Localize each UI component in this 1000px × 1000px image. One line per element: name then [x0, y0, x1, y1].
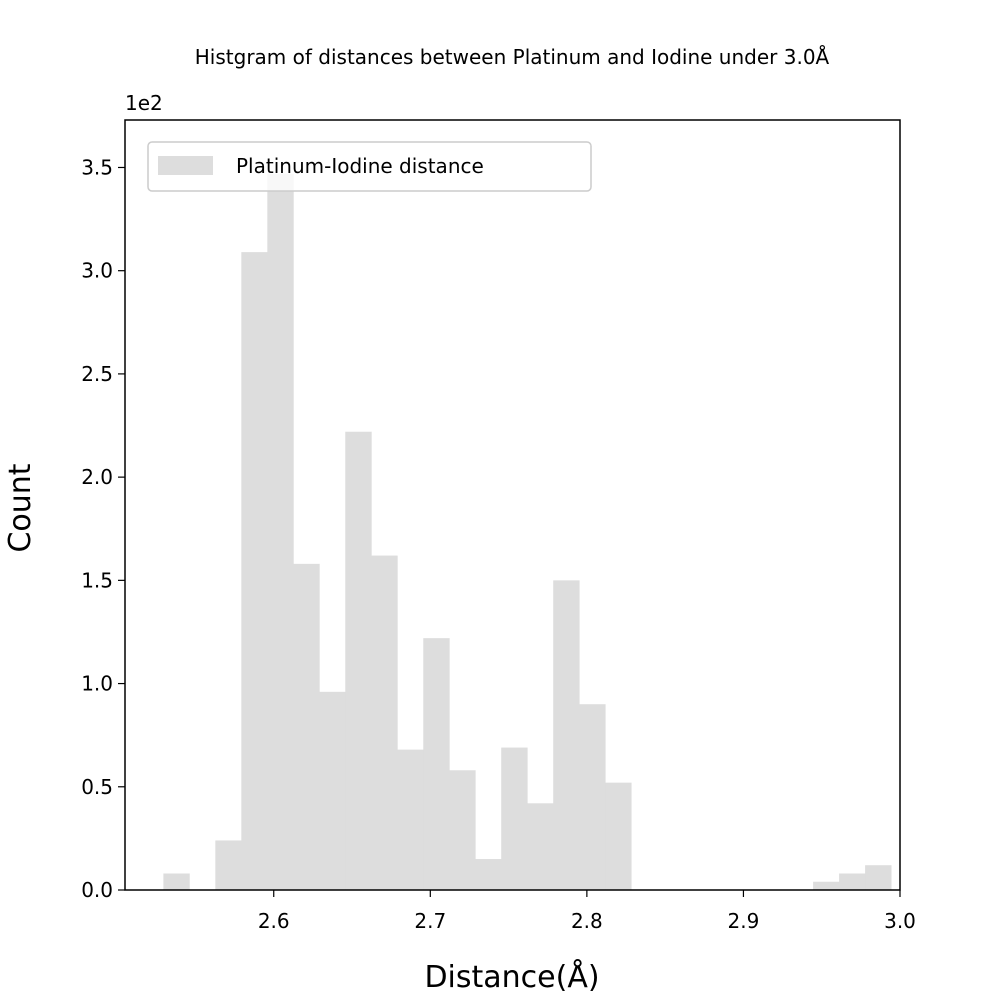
histogram-bar	[813, 881, 840, 890]
histogram-bar	[605, 782, 632, 890]
legend-swatch	[158, 156, 213, 175]
histogram-bar	[449, 770, 476, 890]
y-tick-label: 3.5	[81, 155, 113, 179]
histogram-bar	[319, 691, 346, 890]
histogram-bar	[865, 865, 892, 890]
y-tick-label: 1.5	[81, 568, 113, 592]
histogram-bar	[345, 431, 372, 890]
chart-title: Histgram of distances between Platinum a…	[195, 45, 830, 69]
y-axis-label: Count	[3, 463, 38, 552]
histogram-bar	[579, 704, 606, 890]
x-tick-label: 2.7	[414, 909, 446, 933]
histogram-bar	[839, 873, 866, 890]
histogram-bar	[241, 252, 268, 890]
histogram-bar	[397, 749, 424, 890]
legend-box	[147, 141, 592, 192]
x-axis-label: Distance(Å)	[424, 959, 599, 995]
y-tick-label: 1.0	[81, 672, 113, 696]
histogram-bar	[293, 563, 320, 890]
y-offset-label: 1e2	[125, 91, 163, 115]
x-tick-label: 2.9	[728, 909, 760, 933]
x-axis-ticks: 2.6 2.7 2.8 2.9 3.0	[258, 890, 916, 933]
y-tick-label: 0.0	[81, 878, 113, 902]
histogram-bar	[163, 873, 190, 890]
y-tick-label: 3.0	[81, 259, 113, 283]
histogram-bar	[371, 555, 398, 890]
y-axis-ticks: 0.0 0.5 1.0 1.5 2.0 2.5 3.0 3.5	[81, 155, 125, 902]
histogram-bar	[527, 803, 554, 890]
plot-frame	[124, 119, 901, 891]
histogram-bar	[553, 580, 580, 890]
bar-group	[163, 173, 892, 891]
histogram-bar	[215, 840, 242, 890]
x-tick-label: 2.8	[571, 909, 603, 933]
histogram-bar	[501, 747, 528, 890]
histogram-bar	[423, 638, 450, 890]
y-tick-label: 2.0	[81, 465, 113, 489]
legend: Platinum-Iodine distance	[147, 141, 592, 192]
histogram-bar	[475, 859, 502, 890]
x-tick-label: 2.6	[258, 909, 290, 933]
y-tick-label: 2.5	[81, 362, 113, 386]
x-tick-label: 3.0	[884, 909, 916, 933]
legend-label: Platinum-Iodine distance	[236, 154, 484, 178]
histogram-bar	[267, 173, 294, 891]
y-tick-label: 0.5	[81, 775, 113, 799]
